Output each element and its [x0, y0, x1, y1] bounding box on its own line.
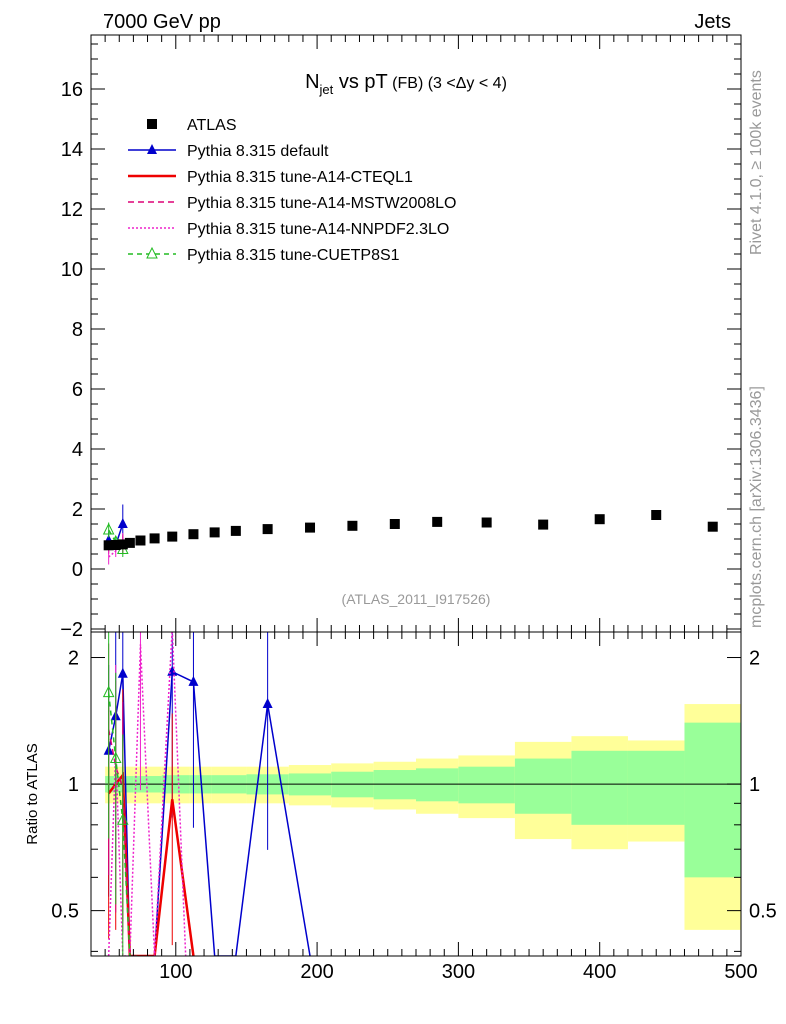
data-point	[167, 531, 178, 542]
data-point	[135, 535, 146, 546]
rivet-version-label: Rivet 4.1.0, ≥ 100k events	[748, 70, 765, 255]
y-tick-label: 12	[61, 199, 83, 221]
data-point	[707, 521, 718, 532]
legend-label: Pythia 8.315 tune-CUETP8S1	[187, 247, 400, 264]
ratio-marker	[262, 698, 273, 709]
series-marker	[117, 518, 128, 528]
x-tick-label: 200	[300, 961, 333, 983]
header-collision-label: 7000 GeV pp	[103, 11, 221, 33]
data-point	[124, 537, 135, 548]
ratio-marker	[116, 813, 129, 825]
ratio-frame	[90, 631, 742, 957]
data-point	[230, 525, 241, 536]
legend-marker	[147, 144, 157, 154]
data-point	[538, 519, 549, 530]
y-tick-label: 6	[72, 379, 83, 401]
ratio-series-group	[91, 632, 741, 956]
legend-label: Pythia 8.315 default	[187, 143, 329, 160]
header-observable-label: Jets	[694, 11, 731, 33]
stat-uncertainty-band	[373, 770, 416, 800]
data-point	[389, 519, 400, 529]
ratio-marker	[188, 675, 199, 686]
ratio-series-line	[107, 632, 187, 956]
ratio-marker	[109, 751, 122, 764]
stat-uncertainty-band	[684, 722, 741, 878]
data-point	[305, 522, 316, 533]
data-point	[262, 524, 273, 535]
data-point	[432, 516, 443, 527]
ratio-panel: 0.5 0.5 1 1 2 2 100 200 300 400 500	[51, 631, 777, 983]
y-tick-label: −2	[60, 619, 83, 641]
ratio-series-line	[107, 670, 311, 956]
y-tick-label: 14	[61, 139, 83, 161]
data-point	[117, 539, 128, 550]
analysis-id-label: (ATLAS_2011_I917526)	[342, 591, 491, 607]
main-series-group	[102, 504, 718, 565]
ratio-y-tick-label: 2	[749, 648, 760, 670]
data-point	[347, 520, 358, 531]
y-tick-label: 4	[72, 439, 83, 461]
data-point	[188, 529, 199, 540]
y-tick-label: 2	[72, 499, 83, 521]
ratio-y-tick-label: 0.5	[749, 901, 777, 923]
series-marker	[102, 522, 115, 535]
data-point	[209, 527, 220, 538]
data-point	[481, 517, 492, 528]
ratio-y-tick-label: 1	[749, 774, 760, 796]
ratio-y-tick-label: 1	[68, 774, 79, 796]
data-point	[149, 533, 160, 544]
legend-label: Pythia 8.315 tune-A14-NNPDF2.3LO	[187, 221, 449, 238]
x-tick-label: 500	[724, 961, 757, 983]
stat-uncertainty-band	[514, 758, 572, 814]
data-point	[651, 510, 662, 520]
x-tick-label: 300	[442, 961, 475, 983]
ratio-y-tick-label: 0.5	[51, 901, 79, 923]
ratio-marker	[117, 667, 128, 678]
legend-marker-atlas	[147, 119, 157, 129]
legend-marker	[146, 246, 158, 259]
stat-uncertainty-band	[627, 750, 685, 825]
ratio-axis-label: Ratio to ATLAS	[24, 743, 41, 844]
x-tick-label: 100	[159, 961, 192, 983]
y-tick-label: 10	[61, 259, 83, 281]
data-point	[103, 540, 114, 551]
main-panel: −2 0 2 4 6 8 10 12 14 16	[60, 34, 742, 641]
y-tick-label: 16	[61, 79, 83, 101]
legend-label: Pythia 8.315 tune-A14-MSTW2008LO	[187, 195, 456, 212]
plot-title: Njet vs pT (FB) (3 <Δy < 4)	[305, 71, 507, 97]
ratio-y-tick-label: 2	[68, 648, 79, 670]
data-point	[110, 540, 121, 550]
data-point	[594, 514, 605, 525]
legend: ATLAS Pythia 8.315 default Pythia 8.315 tu…	[128, 117, 456, 264]
stat-uncertainty-band	[458, 766, 515, 804]
legend-label-atlas: ATLAS	[187, 117, 237, 134]
stat-uncertainty-band	[416, 768, 459, 802]
ratio-marker	[102, 685, 115, 698]
legend-label: Pythia 8.315 tune-A14-CTEQL1	[187, 169, 413, 186]
y-tick-label: 0	[72, 559, 83, 581]
x-tick-label: 400	[583, 961, 616, 983]
stat-uncertainty-band	[571, 750, 628, 825]
y-tick-label: 8	[72, 319, 83, 341]
mcplots-source-label: mcplots.cern.ch [arXiv:1306.3436]	[748, 386, 765, 628]
ratio-marker	[167, 665, 178, 676]
